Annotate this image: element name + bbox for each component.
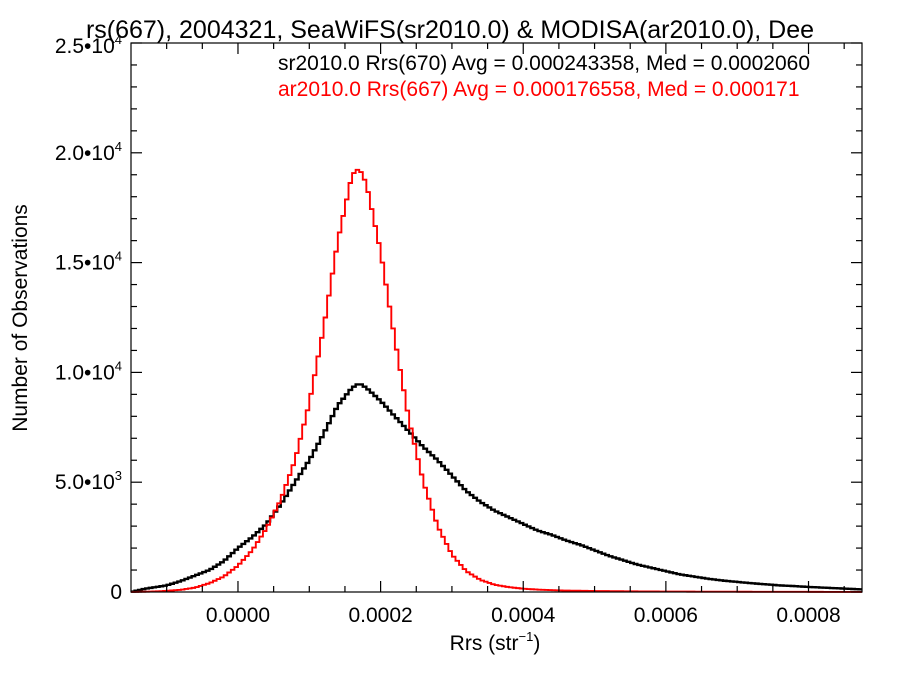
y-tick-label: 0 (110, 581, 122, 604)
x-tick-label: 0.0004 (491, 604, 556, 627)
y-axis-label: Number of Observations (9, 204, 32, 432)
x-tick-label: 0.0002 (348, 604, 412, 627)
legend-entry-sr2010: sr2010.0 Rrs(670) Avg = 0.000243358, Med… (278, 52, 810, 75)
y-tick-exponent: 4 (115, 32, 122, 47)
y-tick-mantissa: 1.5•10 (55, 252, 115, 275)
series-line-1 (131, 168, 862, 593)
y-tick-label: 5.0•103 (55, 468, 122, 494)
y-tick-exponent: 4 (115, 249, 122, 264)
y-tick-mantissa: 0 (110, 581, 122, 604)
y-tick-exponent: 4 (115, 358, 122, 373)
chart-title: rs(667), 2004321, SeaWiFS(sr2010.0) & MO… (86, 16, 814, 44)
x-axis-label-tail: ) (533, 632, 540, 655)
series-layer (131, 168, 862, 593)
y-tick-label: 2.0•104 (55, 139, 122, 165)
legend-entry-ar2010: ar2010.0 Rrs(667) Avg = 0.000176558, Med… (278, 78, 800, 101)
y-tick-label: 2.5•104 (55, 32, 122, 58)
x-axis-label: Rrs (str−1) (450, 629, 541, 655)
y-tick-mantissa: 2.5•10 (55, 35, 115, 58)
x-tick-label: 0.0008 (776, 604, 840, 627)
y-tick-label: 1.5•104 (55, 249, 122, 275)
plot-frame (130, 42, 863, 593)
axes-layer: 0.0000 0.0002 0.0004 0.0006 0.0008 0 5.0•103 1.… (55, 32, 863, 627)
y-tick-exponent: 3 (115, 468, 122, 483)
y-tick-mantissa: 5.0•10 (55, 471, 115, 494)
series-line-0 (131, 383, 862, 593)
x-tick-label: 0.0000 (206, 604, 270, 627)
y-tick-mantissa: 2.0•10 (55, 142, 115, 165)
y-tick-label: 1.0•104 (55, 358, 122, 384)
x-axis-label-superscript: −1 (519, 629, 534, 644)
x-axis-label-main: Rrs (str (450, 632, 519, 655)
y-tick-mantissa: 1.0•10 (55, 361, 115, 384)
x-tick-label: 0.0006 (634, 604, 698, 627)
y-tick-exponent: 4 (115, 139, 122, 154)
